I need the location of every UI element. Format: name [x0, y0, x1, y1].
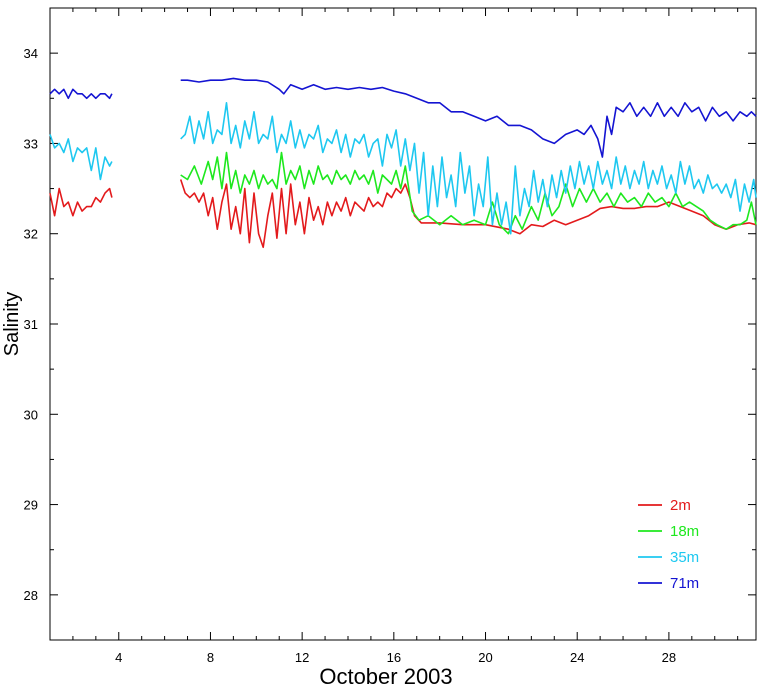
x-tick-label: 24 — [570, 650, 584, 665]
series-line-2m — [49, 187, 113, 217]
y-tick-label: 34 — [24, 46, 38, 61]
legend-label-35m: 35m — [670, 549, 699, 566]
x-tick-label: 8 — [207, 650, 214, 665]
y-tick-label: 28 — [24, 588, 38, 603]
y-tick-label: 32 — [24, 227, 38, 242]
x-axis-title: October 2003 — [319, 664, 452, 686]
y-tick-label: 29 — [24, 498, 38, 513]
x-tick-label: 20 — [478, 650, 492, 665]
x-tick-label: 4 — [115, 650, 122, 665]
series-line-35m — [49, 134, 113, 181]
legend-label-71m: 71m — [670, 575, 699, 592]
series-lines — [49, 77, 757, 249]
y-tick-label: 30 — [24, 407, 38, 422]
y-tick-label: 33 — [24, 136, 38, 151]
x-tick-label: 12 — [295, 650, 309, 665]
series-line-71m — [49, 88, 113, 100]
y-axis-ticks: 28 29 30 31 32 33 34 — [24, 7, 756, 641]
series-line-2m — [179, 179, 757, 249]
x-axis-ticks: 4 8 12 16 20 24 28 — [49, 8, 739, 665]
series-line-71m — [180, 77, 757, 158]
x-tick-label: 16 — [387, 650, 401, 665]
legend-label-18m: 18m — [670, 523, 699, 540]
x-tick-label: 28 — [662, 650, 676, 665]
y-axis-title: Salinity — [1, 292, 23, 356]
legend: 2m 18m 35m 71m — [638, 497, 699, 592]
y-tick-label: 31 — [24, 317, 38, 332]
plot-frame — [49, 7, 757, 641]
series-line-18m — [180, 151, 757, 235]
legend-label-2m: 2m — [670, 497, 691, 514]
series-line-35m — [180, 102, 757, 235]
